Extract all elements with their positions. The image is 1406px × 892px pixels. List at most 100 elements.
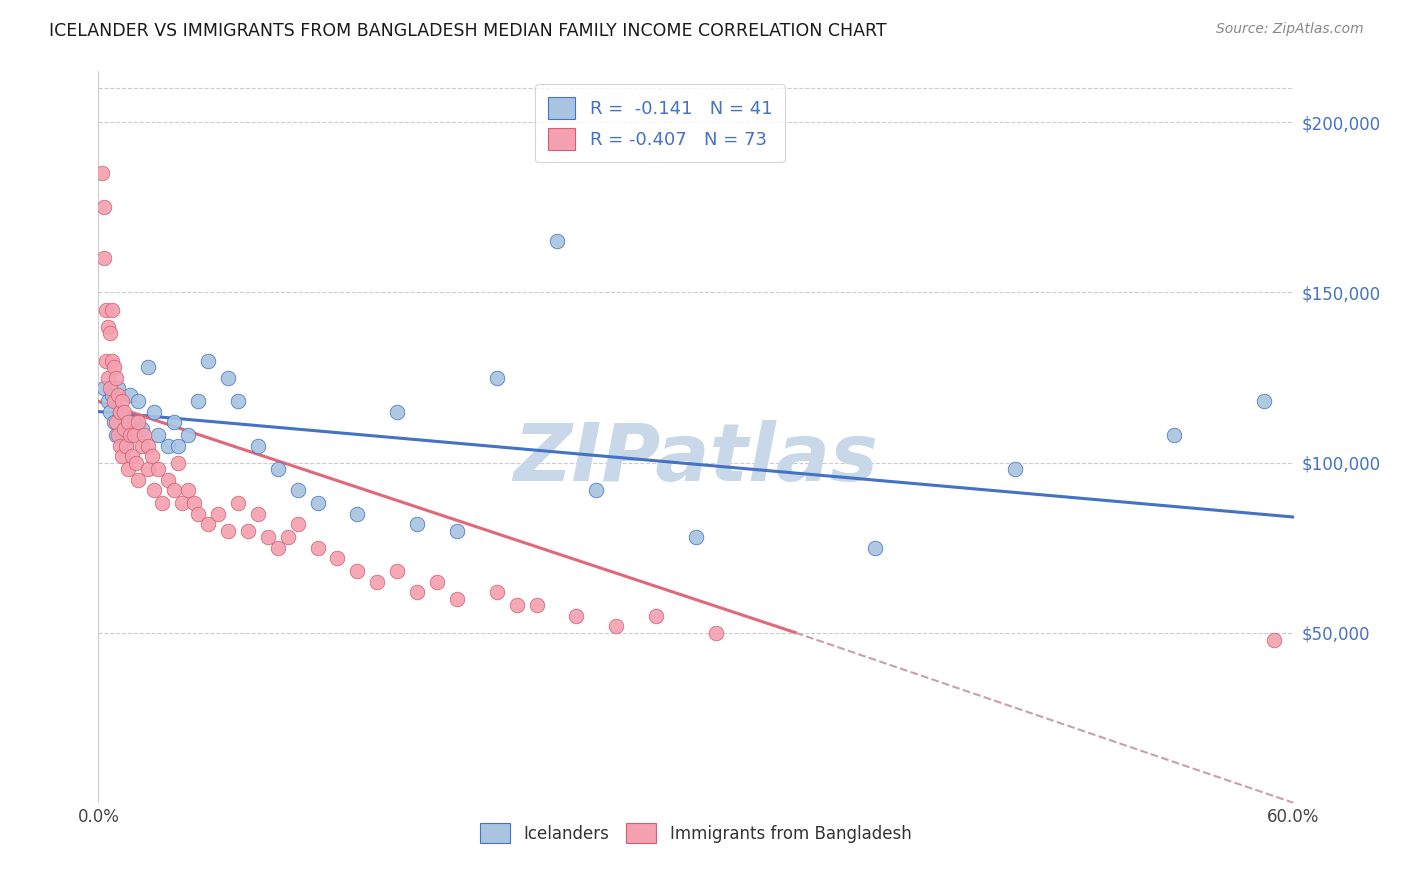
Point	[287, 516, 309, 531]
Point	[406, 516, 429, 531]
Point	[1263, 632, 1285, 647]
Point	[110, 404, 132, 418]
Point	[163, 483, 186, 497]
Point	[97, 319, 120, 334]
Point	[685, 531, 707, 545]
Point	[103, 415, 125, 429]
Point	[107, 428, 129, 442]
Point	[287, 483, 309, 497]
Point	[217, 524, 239, 538]
Point	[101, 302, 124, 317]
Point	[172, 496, 194, 510]
Point	[110, 404, 132, 418]
Point	[307, 496, 329, 510]
Point	[96, 353, 118, 368]
Point	[406, 585, 429, 599]
Point	[127, 394, 149, 409]
Point	[187, 394, 209, 409]
Point	[120, 387, 142, 401]
Point	[115, 439, 138, 453]
Point	[97, 394, 120, 409]
Point	[112, 404, 135, 418]
Point	[127, 473, 149, 487]
Text: ZIPatlas: ZIPatlas	[513, 420, 879, 498]
Point	[485, 585, 508, 599]
Point	[134, 428, 156, 442]
Point	[526, 599, 548, 613]
Point	[157, 439, 180, 453]
Point	[1004, 462, 1026, 476]
Point	[101, 353, 124, 368]
Point	[98, 381, 122, 395]
Point	[197, 353, 219, 368]
Point	[865, 541, 887, 555]
Point	[183, 496, 205, 510]
Point	[177, 428, 200, 442]
Point	[256, 531, 278, 545]
Point	[565, 608, 588, 623]
Point	[111, 394, 134, 409]
Point	[136, 462, 159, 476]
Point	[148, 428, 170, 442]
Point	[120, 428, 142, 442]
Point	[197, 516, 219, 531]
Point	[101, 387, 124, 401]
Text: ICELANDER VS IMMIGRANTS FROM BANGLADESH MEDIAN FAMILY INCOME CORRELATION CHART: ICELANDER VS IMMIGRANTS FROM BANGLADESH …	[49, 22, 887, 40]
Point	[124, 415, 146, 429]
Point	[366, 574, 388, 589]
Point	[346, 507, 368, 521]
Point	[426, 574, 449, 589]
Point	[187, 507, 209, 521]
Point	[124, 428, 146, 442]
Point	[1163, 428, 1185, 442]
Point	[226, 496, 249, 510]
Point	[93, 252, 115, 266]
Point	[97, 370, 120, 384]
Point	[307, 541, 329, 555]
Point	[103, 360, 125, 375]
Point	[150, 496, 173, 510]
Point	[645, 608, 668, 623]
Point	[93, 381, 115, 395]
Point	[236, 524, 259, 538]
Point	[163, 415, 186, 429]
Point	[585, 483, 607, 497]
Point	[506, 599, 529, 613]
Point	[485, 370, 508, 384]
Point	[1253, 394, 1275, 409]
Point	[217, 370, 239, 384]
Point	[111, 428, 134, 442]
Point	[107, 381, 129, 395]
Point	[207, 507, 229, 521]
Point	[136, 360, 159, 375]
Point	[385, 565, 409, 579]
Point	[121, 449, 143, 463]
Point	[111, 449, 134, 463]
Point	[177, 483, 200, 497]
Point	[246, 439, 269, 453]
Point	[546, 235, 568, 249]
Point	[446, 591, 468, 606]
Point	[385, 404, 409, 418]
Point	[98, 404, 122, 418]
Point	[127, 415, 149, 429]
Point	[143, 483, 166, 497]
Point	[125, 456, 148, 470]
Point	[131, 439, 153, 453]
Point	[226, 394, 249, 409]
Legend: Icelanders, Immigrants from Bangladesh: Icelanders, Immigrants from Bangladesh	[474, 817, 918, 849]
Point	[105, 370, 128, 384]
Point	[267, 462, 290, 476]
Point	[93, 201, 115, 215]
Point	[96, 302, 118, 317]
Point	[326, 550, 349, 565]
Point	[246, 507, 269, 521]
Text: Source: ZipAtlas.com: Source: ZipAtlas.com	[1216, 22, 1364, 37]
Point	[131, 421, 153, 435]
Point	[103, 394, 125, 409]
Point	[346, 565, 368, 579]
Point	[136, 439, 159, 453]
Point	[105, 428, 128, 442]
Point	[148, 462, 170, 476]
Point	[117, 415, 139, 429]
